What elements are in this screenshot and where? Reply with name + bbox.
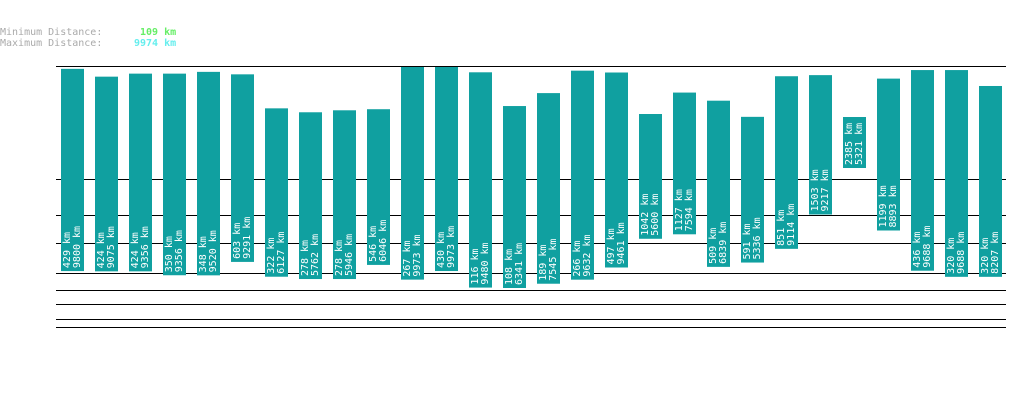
bar <box>639 114 662 239</box>
max-label: 6341 km <box>514 243 525 285</box>
bar <box>945 70 968 277</box>
min-label: 320 km <box>946 238 957 274</box>
bar <box>877 78 900 231</box>
min-label: 436 km <box>912 232 923 268</box>
bar <box>265 108 288 277</box>
min-label: 424 km <box>96 232 107 268</box>
max-label: 7594 km <box>684 189 695 231</box>
bar <box>435 67 458 272</box>
min-label: 2385 km <box>844 123 855 165</box>
max-label: 9075 km <box>106 226 117 268</box>
bar <box>605 72 628 268</box>
min-label: 1042 km <box>640 194 651 236</box>
min-label: 1127 km <box>674 189 685 231</box>
bar <box>809 75 832 215</box>
max-label: 9973 km <box>446 226 457 268</box>
bar <box>129 73 152 272</box>
min-label: 430 km <box>436 232 447 268</box>
max-label: 5321 km <box>854 123 865 165</box>
max-label: 9114 km <box>786 204 797 246</box>
max-label: 8893 km <box>888 185 899 227</box>
max-label: 9800 km <box>72 226 83 268</box>
bar <box>401 67 424 280</box>
min-label: 509 km <box>708 228 719 264</box>
max-label: 9356 km <box>174 230 185 272</box>
bar <box>741 116 764 263</box>
max-label: 9461 km <box>616 222 627 264</box>
bar <box>333 110 356 280</box>
min-label: 189 km <box>538 245 549 281</box>
max-label: 9632 km <box>582 235 593 277</box>
bar <box>163 73 186 276</box>
bar <box>911 70 934 271</box>
max-label: 9688 km <box>956 232 967 274</box>
bar <box>469 72 492 288</box>
max-value: 9974 km <box>134 38 176 49</box>
max-label: 9291 km <box>242 217 253 259</box>
max-label: 9217 km <box>820 169 831 211</box>
bar <box>197 71 220 276</box>
min-label: 116 km <box>470 248 481 284</box>
bar <box>843 117 866 169</box>
min-label: 603 km <box>232 223 243 259</box>
min-label: 278 km <box>334 240 345 276</box>
bar <box>673 92 696 235</box>
max-label: 9480 km <box>480 242 491 284</box>
max-label: 9520 km <box>208 230 219 272</box>
min-label: 497 km <box>606 228 617 264</box>
min-label: 1503 km <box>810 169 821 211</box>
max-label: 6839 km <box>718 222 729 264</box>
bar <box>95 76 118 272</box>
max-label: 5946 km <box>344 234 355 276</box>
min-value: 109 km <box>140 27 176 38</box>
min-label: 1199 km <box>878 185 889 227</box>
min-label: 108 km <box>504 249 515 285</box>
max-label: Maximum Distance: <box>0 38 102 49</box>
max-label: 9356 km <box>140 226 151 268</box>
min-label: 350 km <box>164 236 175 272</box>
bar <box>707 100 730 267</box>
bar <box>775 76 798 249</box>
max-label: 5336 km <box>752 217 763 259</box>
min-label: 322 km <box>266 238 277 274</box>
min-label: 348 km <box>198 236 209 272</box>
max-label: 6046 km <box>378 220 389 262</box>
min-label: 424 km <box>130 232 141 268</box>
bar <box>367 109 390 265</box>
min-label: 320 km <box>980 238 991 274</box>
bar <box>231 74 254 262</box>
max-label: 6127 km <box>276 232 287 274</box>
min-label: Minimum Distance: <box>0 27 102 38</box>
bar <box>503 106 526 288</box>
bar <box>571 70 594 280</box>
bar <box>979 85 1002 277</box>
bar <box>299 112 322 280</box>
bar <box>537 93 560 284</box>
max-label: 7545 km <box>548 239 559 281</box>
max-label: 5762 km <box>310 234 321 276</box>
min-label: 546 km <box>368 226 379 262</box>
min-label: 266 km <box>572 241 583 277</box>
min-label: 851 km <box>776 210 787 246</box>
min-label: 429 km <box>62 232 73 268</box>
min-label: 267 km <box>402 240 413 276</box>
min-label: 591 km <box>742 223 753 259</box>
max-label: 5600 km <box>650 194 661 236</box>
max-label: 9688 km <box>922 226 933 268</box>
max-label: 9973 km <box>412 234 423 276</box>
bar <box>61 68 84 272</box>
max-label: 8207 km <box>990 232 1001 274</box>
min-label: 278 km <box>300 240 311 276</box>
